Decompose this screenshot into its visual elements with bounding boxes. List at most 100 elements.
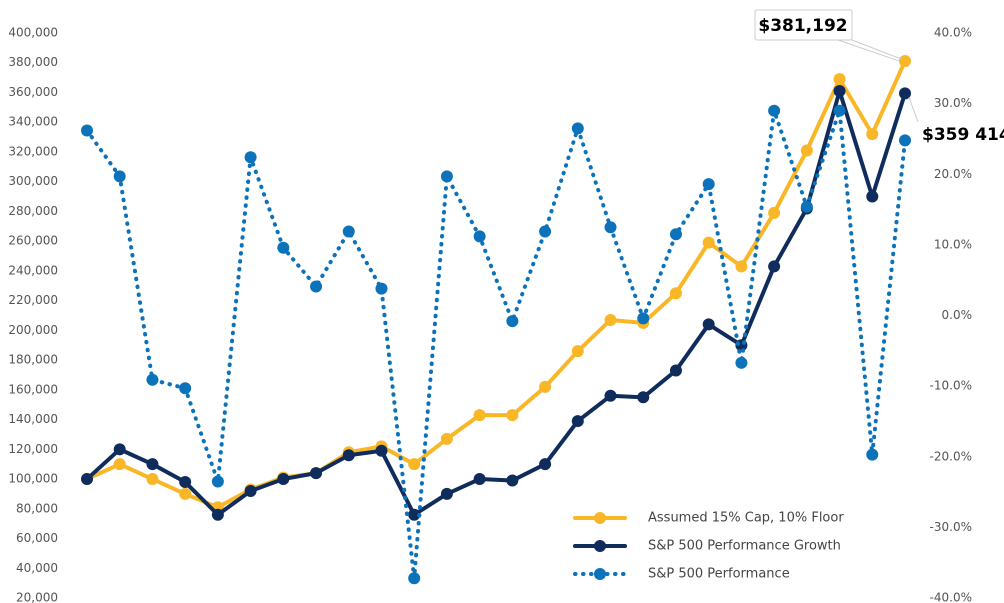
point [342, 225, 355, 238]
point [669, 228, 682, 241]
series-line [85, 88, 907, 517]
point [539, 458, 552, 471]
y2-tick-label: 40.0% [934, 26, 972, 40]
point [310, 280, 323, 293]
point [702, 318, 715, 331]
point [113, 170, 126, 183]
point [669, 287, 682, 300]
legend-marker [594, 540, 606, 552]
data-label: $359 414 [922, 125, 1004, 145]
y-tick-label: 340,000 [8, 115, 58, 129]
point [768, 104, 781, 117]
point [211, 508, 224, 521]
point [146, 473, 159, 486]
y2-tick-label: 10.0% [934, 237, 972, 251]
y-tick-label: 360,000 [8, 85, 58, 99]
point [866, 128, 879, 141]
callout-leader [908, 97, 919, 123]
point [669, 364, 682, 377]
point [211, 475, 224, 488]
point [702, 236, 715, 249]
point [146, 458, 159, 471]
y-tick-label: 40,000 [16, 561, 58, 575]
y-tick-label: 260,000 [8, 234, 58, 248]
point [768, 206, 781, 219]
point [244, 484, 257, 497]
y-tick-label: 280,000 [8, 204, 58, 218]
point [899, 134, 911, 147]
callout-leader [837, 39, 902, 62]
point [637, 391, 650, 404]
series-line [85, 108, 907, 581]
y-tick-label: 180,000 [8, 353, 58, 367]
point [539, 380, 552, 393]
point [833, 73, 846, 86]
y-tick-label: 240,000 [8, 263, 58, 277]
y-tick-label: 300,000 [8, 174, 58, 188]
point [604, 313, 617, 326]
point [735, 356, 748, 369]
y2-tick-label: -30.0% [930, 520, 972, 534]
point [408, 458, 421, 471]
point [81, 124, 93, 137]
legend-label: S&P 500 Performance [648, 567, 790, 582]
y-tick-label: 120,000 [8, 442, 58, 456]
point [866, 190, 879, 203]
point [800, 144, 813, 157]
point [604, 389, 617, 402]
y2-tick-label: -10.0% [930, 379, 972, 393]
point [113, 443, 126, 456]
legend-marker [594, 512, 606, 524]
point [244, 151, 257, 164]
point [800, 200, 813, 213]
point [113, 458, 126, 471]
point [146, 373, 159, 386]
point [637, 312, 650, 325]
legend-label: Assumed 15% Cap, 10% Floor [648, 511, 844, 526]
data-label: $381,192 [758, 16, 847, 36]
y-tick-label: 140,000 [8, 412, 58, 426]
y-tick-label: 60,000 [16, 531, 58, 545]
y-tick-label: 20,000 [16, 591, 58, 603]
y-tick-label: 160,000 [8, 382, 58, 396]
point [473, 409, 486, 422]
point [375, 282, 388, 295]
point [440, 487, 453, 500]
point [408, 508, 421, 521]
y-tick-label: 320,000 [8, 144, 58, 158]
y-tick-label: 400,000 [8, 26, 58, 40]
point [604, 221, 617, 234]
point [571, 415, 584, 428]
point [702, 178, 715, 191]
point [277, 473, 290, 486]
y2-tick-label: -20.0% [930, 449, 972, 463]
point [375, 444, 388, 457]
point [506, 409, 519, 422]
y-tick-label: 100,000 [8, 472, 58, 486]
point [899, 87, 911, 100]
point [408, 572, 421, 585]
y-tick-label: 80,000 [16, 501, 58, 515]
y-tick-label: 200,000 [8, 323, 58, 337]
y2-tick-label: 20.0% [934, 167, 972, 181]
point [473, 230, 486, 243]
y2-tick-label: 0.0% [942, 308, 973, 322]
point [81, 473, 93, 486]
point [833, 84, 846, 97]
point [735, 260, 748, 273]
point [179, 476, 192, 489]
point [506, 315, 519, 328]
callout-box [754, 9, 853, 41]
legend-label: S&P 500 Performance Growth [648, 539, 841, 554]
y2-tick-label: 30.0% [934, 96, 972, 110]
point [179, 382, 192, 395]
point [277, 241, 290, 254]
point [473, 473, 486, 486]
y2-tick-label: -40.0% [930, 591, 972, 603]
point [833, 104, 846, 117]
point [342, 449, 355, 462]
point [866, 448, 879, 461]
point [899, 54, 911, 67]
point [440, 432, 453, 445]
